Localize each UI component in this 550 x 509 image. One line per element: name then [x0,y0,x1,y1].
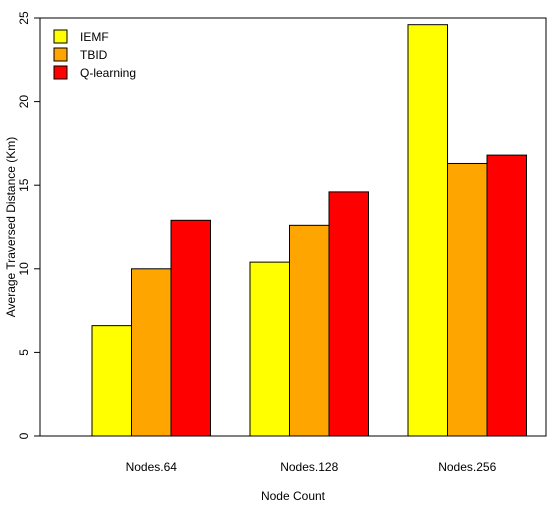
legend: IEMF TBID Q-learning [53,29,136,80]
legend-swatch-q-learning [53,65,68,80]
bar-iemf-nodes-128 [249,261,290,437]
legend-label-q-learning: Q-learning [80,66,136,80]
bar-q-learning-nodes-256 [486,154,527,437]
legend-label-tbid: TBID [80,48,108,62]
y-tick-label: 20 [17,95,31,109]
x-tick-label: Nodes.256 [438,460,496,474]
y-tick-label: 15 [17,178,31,192]
bar-iemf-nodes-256 [407,24,448,437]
x-tick-label: Nodes.128 [280,460,338,474]
y-tick-label: 5 [17,349,31,356]
legend-swatch-tbid [53,47,68,62]
legend-swatch-iemf [53,29,68,44]
y-tick-label: 0 [17,432,31,439]
x-axis: Nodes.64 Nodes.128 Nodes.256 [126,460,497,474]
x-tick-label: Nodes.64 [126,460,178,474]
y-axis-label: Average Traversed Distance (Km) [4,137,18,318]
bar-tbid-nodes-256 [447,162,488,437]
bar-iemf-nodes-64 [91,325,132,437]
bar-q-learning-nodes-128 [328,191,369,437]
bar-tbid-nodes-64 [131,268,172,437]
bar-q-learning-nodes-64 [170,219,211,437]
y-tick-label: 10 [17,262,31,276]
y-axis: 0 5 10 15 20 25 [17,11,40,439]
legend-label-iemf: IEMF [80,30,109,44]
x-axis-label: Node Count [261,489,326,503]
plot-frame [39,17,547,437]
y-tick-label: 25 [17,11,31,25]
plot-area [91,24,527,437]
bar-tbid-nodes-128 [289,224,330,437]
